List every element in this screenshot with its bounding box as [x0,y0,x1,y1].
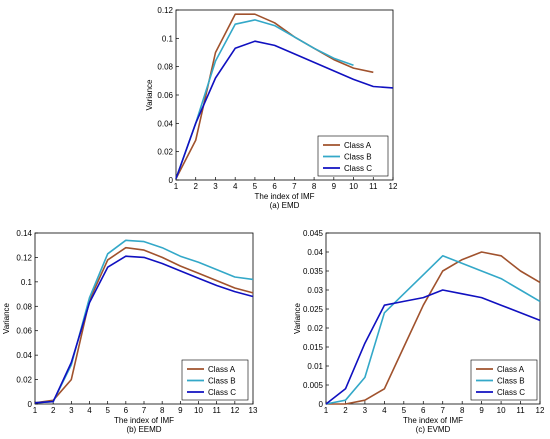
legend-label: Class B [344,153,372,162]
x-tick-label: 6 [124,406,129,415]
series-line-class-c [175,40,394,179]
chart-2: 1 2 3 4 5 6 7 8 9 10 11 1200.0050.010.0150.020.0250… [293,229,545,434]
x-tick-label: 11 [369,182,378,191]
y-tick-label: 0.08 [16,302,32,311]
series-line-class-b [34,239,254,404]
legend: Class A Class B Class C [181,359,249,401]
x-tick-label: 10 [497,406,506,415]
legend-label: Class C [344,164,372,173]
chart-caption: (b) EEMD [126,425,161,434]
y-tick-label: 0.005 [303,381,324,390]
legend-label: Class C [497,388,525,397]
x-tick-label: 6 [272,182,277,191]
x-tick-label: 12 [389,182,398,191]
y-tick-label: 0.08 [157,63,173,72]
legend-label: Class A [497,365,525,374]
x-axis-label: The index of IMF [403,416,463,425]
x-tick-label: 8 [460,406,465,415]
legend-label: Class B [208,377,236,386]
x-tick-label: 5 [253,182,258,191]
y-tick-label: 0.04 [307,248,323,257]
series-line-class-b [325,255,541,405]
legend-label: Class B [497,377,525,386]
y-tick-label: 0.045 [303,229,324,238]
chart-caption: (c) EVMD [416,425,451,434]
x-tick-label: 3 [363,406,368,415]
x-tick-label: 4 [233,182,238,191]
legend-label: Class A [208,365,236,374]
x-tick-label: 2 [51,406,56,415]
x-tick-label: 9 [178,406,183,415]
x-tick-label: 2 [194,182,199,191]
legend-label: Class C [208,388,236,397]
x-tick-label: 3 [213,182,218,191]
x-tick-label: 3 [69,406,74,415]
x-tick-label: 5 [105,406,110,415]
x-tick-label: 4 [87,406,92,415]
x-tick-label: 11 [213,406,222,415]
y-tick-label: 0.14 [16,229,32,238]
y-axis-label: Variance [2,302,11,334]
series-line-class-b [175,19,354,179]
y-axis-label: Variance [145,79,154,111]
chart-0: 1 2 3 4 5 6 7 8 9 10 11 1200.020.040.060.080.10.12T… [145,6,398,210]
x-tick-label: 2 [343,406,348,415]
x-tick-label: 8 [312,182,317,191]
series-line-class-a [34,246,254,404]
chart-1: 1 2 3 4 5 6 7 8 9 10 11 12 1300.020.040.060.080.10.1… [2,229,258,434]
y-tick-label: 0.035 [303,267,324,276]
x-tick-label: 1 [174,182,179,191]
series-line-class-c [34,255,254,404]
y-tick-label: 0.02 [16,376,32,385]
series-line-class-c [325,289,541,405]
y-tick-label: 0 [28,400,33,409]
legend: Class A Class B Class C [470,359,538,401]
y-tick-label: 0.06 [157,91,173,100]
legend-label: Class A [344,141,372,150]
series-line-class-a [326,251,541,405]
x-tick-label: 12 [230,406,239,415]
y-tick-label: 0.06 [16,327,32,336]
y-tick-label: 0.02 [157,148,173,157]
x-tick-label: 7 [142,406,147,415]
x-tick-label: 13 [249,406,258,415]
y-tick-label: 0.1 [21,278,33,287]
x-axis-label: The index of IMF [114,416,174,425]
chart-caption: (a) EMD [270,201,300,210]
x-tick-label: 5 [402,406,407,415]
y-tick-label: 0.12 [16,253,32,262]
y-tick-label: 0.12 [157,6,173,15]
x-tick-label: 7 [292,182,297,191]
y-tick-label: 0 [169,176,174,185]
x-tick-label: 12 [536,406,545,415]
y-tick-label: 0.02 [307,324,323,333]
y-axis-label: Variance [293,302,302,334]
y-tick-label: 0.01 [307,362,323,371]
x-tick-label: 7 [441,406,446,415]
x-axis-label: The index of IMF [254,192,314,201]
y-tick-label: 0.04 [157,119,173,128]
x-tick-label: 9 [479,406,484,415]
x-tick-label: 4 [382,406,387,415]
y-tick-label: 0.1 [162,34,174,43]
x-tick-label: 6 [421,406,426,415]
legend: Class A Class B Class C [317,135,389,177]
y-tick-label: 0.04 [16,351,32,360]
x-tick-label: 10 [194,406,203,415]
y-tick-label: 0 [319,400,324,409]
y-tick-label: 0.025 [303,305,324,314]
x-tick-label: 8 [160,406,165,415]
y-tick-label: 0.015 [303,343,324,352]
y-tick-label: 0.03 [307,286,323,295]
x-tick-label: 1 [33,406,38,415]
x-tick-label: 9 [332,182,337,191]
x-tick-label: 1 [324,406,329,415]
x-tick-label: 11 [516,406,525,415]
x-tick-label: 10 [349,182,358,191]
